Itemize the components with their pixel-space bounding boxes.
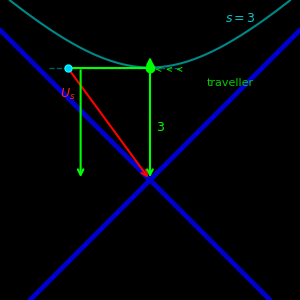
Text: 3: 3 bbox=[156, 121, 164, 134]
Text: traveller: traveller bbox=[206, 78, 254, 88]
Text: $s = 3$: $s = 3$ bbox=[225, 13, 256, 26]
Text: $U_s$: $U_s$ bbox=[60, 86, 76, 102]
